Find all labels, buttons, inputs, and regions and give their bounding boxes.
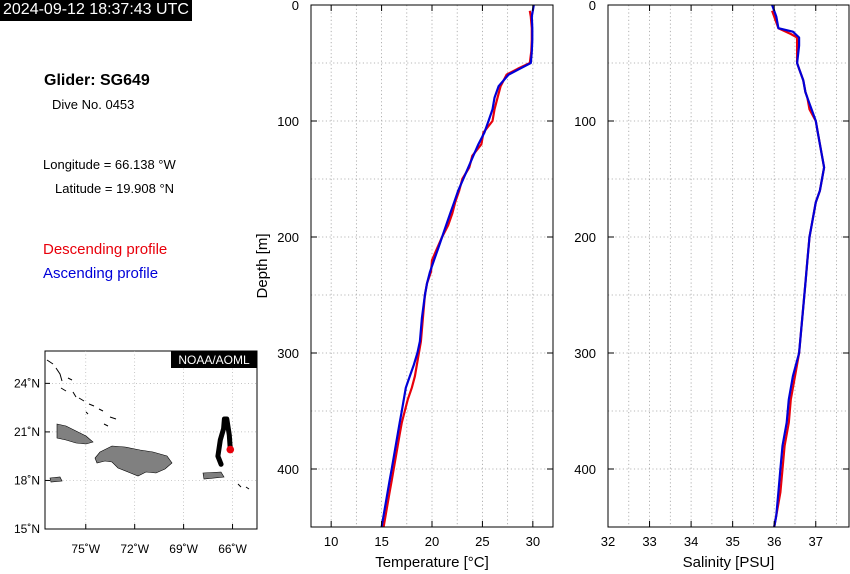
p1-x-tick-label: 20 xyxy=(425,534,439,549)
p2-y-tick-label: 0 xyxy=(589,0,596,13)
map-credit-box xyxy=(171,351,257,368)
glider-position-marker xyxy=(226,445,235,454)
p1-y-tick-label: 100 xyxy=(277,114,299,129)
p2-x-tick-label: 35 xyxy=(725,534,739,549)
p1-x-tick-label: 30 xyxy=(526,534,540,549)
p1-y-axis-label: Depth [m] xyxy=(254,233,271,298)
p2-x-tick-label: 36 xyxy=(767,534,781,549)
glider-title: Glider: SG649 xyxy=(44,72,150,89)
p2-x-axis-label: Salinity [PSU] xyxy=(683,554,775,571)
latitude-readout: Latitude = 19.908 °N xyxy=(55,181,175,196)
p2-x-tick-label: 37 xyxy=(809,534,823,549)
p1-y-tick-label: 400 xyxy=(277,462,299,477)
p1-y-tick-label: 0 xyxy=(292,0,299,13)
p1-x-tick-label: 10 xyxy=(324,534,338,549)
map-credit: NOAA/AOML xyxy=(178,353,250,367)
descending-legend-label: Descending profile xyxy=(43,241,168,258)
map-land xyxy=(46,359,250,490)
map-lon-tick-label: 75˚W xyxy=(71,542,100,556)
location-map: 75˚W 72˚W 69˚W 66˚W 24˚N 21˚N 18˚N 15˚N NOAA/AO… xyxy=(14,350,258,556)
salinity-panel: 32 33 34 35 36 37 0 100 200 300 400 Salinity [PSU] xyxy=(574,0,850,571)
timestamp-label: 2024-09-12 18:37:43 UTC xyxy=(0,0,192,21)
p2-series-descending xyxy=(771,10,826,528)
p1-x-axis-label: Temperature [°C] xyxy=(375,554,489,571)
glider-track xyxy=(215,416,233,467)
p1-series-descending xyxy=(382,10,533,528)
p1-series-ascending xyxy=(380,4,535,528)
p1-y-tick-label: 300 xyxy=(277,346,299,361)
longitude-readout: Longitude = 66.138 °W xyxy=(43,157,176,172)
land-jamaica xyxy=(49,476,63,483)
map-lat-tick-label: 24˚N xyxy=(14,376,40,390)
ascending-legend-label: Ascending profile xyxy=(43,265,159,282)
dive-number: Dive No. 0453 xyxy=(52,97,135,112)
map-lon-tick-label: 72˚W xyxy=(120,542,149,556)
map-grid xyxy=(45,351,257,529)
map-ticks: 75˚W 72˚W 69˚W 66˚W 24˚N 21˚N 18˚N 15˚N xyxy=(14,376,248,556)
map-lat-tick-label: 21˚N xyxy=(14,425,40,439)
p1-x-tick-label: 25 xyxy=(475,534,489,549)
p2-y-tick-label: 300 xyxy=(574,346,596,361)
p2-y-tick-label: 100 xyxy=(574,114,596,129)
p2-y-tick-label: 200 xyxy=(574,230,596,245)
p1-x-tick-label: 15 xyxy=(374,534,388,549)
land-hispaniola xyxy=(94,445,173,477)
map-track xyxy=(215,416,235,467)
land-bahamas xyxy=(46,359,250,490)
p2-y-tick-label: 400 xyxy=(574,462,596,477)
p2-x-tick-label: 33 xyxy=(642,534,656,549)
map-lat-tick-label: 15˚N xyxy=(14,522,40,536)
map-lat-tick-label: 18˚N xyxy=(14,473,40,487)
land-cuba xyxy=(56,423,94,445)
p2-x-tick-label: 32 xyxy=(601,534,615,549)
p2-x-tick-label: 34 xyxy=(684,534,698,549)
land-puerto-rico xyxy=(202,471,225,480)
p2-frame xyxy=(607,4,850,528)
p1-y-tick-label: 200 xyxy=(277,230,299,245)
p2-series-ascending xyxy=(771,4,826,528)
map-lon-tick-label: 66˚W xyxy=(218,542,247,556)
map-lon-tick-label: 69˚W xyxy=(169,542,198,556)
